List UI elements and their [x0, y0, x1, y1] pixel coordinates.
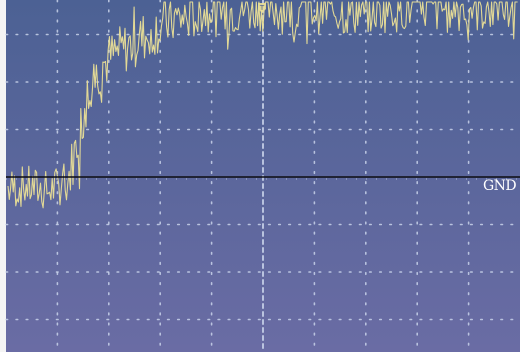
signal-trace-group — [7, 1, 518, 209]
screen-left-bezel — [0, 0, 6, 352]
graticule — [5, 0, 520, 352]
svg-text:T: T — [259, 4, 265, 12]
gnd-label: GND — [483, 178, 517, 194]
signal-trace — [7, 1, 518, 209]
trigger-marker: T — [258, 3, 266, 13]
